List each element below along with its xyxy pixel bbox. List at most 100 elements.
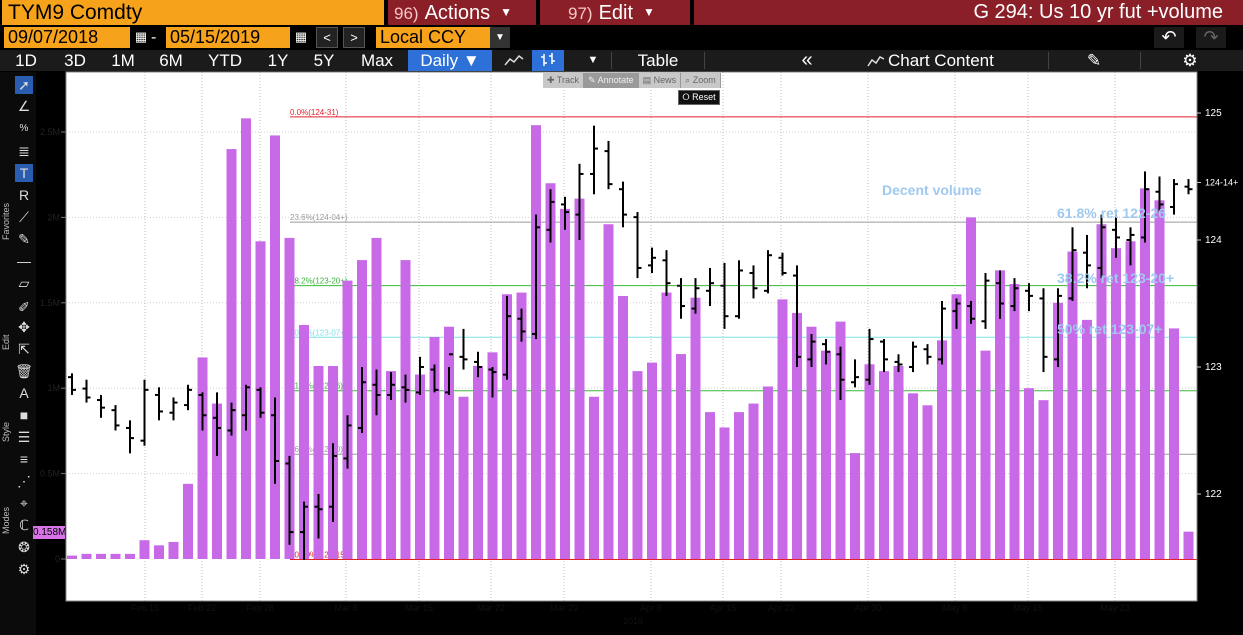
crosshair-icon[interactable]: ⌖ (20, 495, 28, 511)
right-axis-label: 124-14+ (1205, 177, 1238, 187)
volume-bar (1009, 284, 1020, 559)
settings-gear-icon[interactable]: ⚙ (1182, 51, 1198, 70)
volume-bar (473, 365, 483, 559)
x-tick-label: Mar 15 (405, 603, 433, 613)
chart-content-button[interactable]: Chart Content (888, 51, 994, 70)
period-ytd-button[interactable]: YTD (208, 51, 242, 70)
tool-settings-icon[interactable]: ⚙ (17, 561, 31, 577)
volume-bar (444, 326, 454, 559)
edit-pencil-icon[interactable]: ✎ (1086, 51, 1102, 70)
chart-annotation: Decent volume (882, 182, 982, 198)
period-1d-button[interactable]: 1D (15, 51, 37, 70)
zoom-mode-button[interactable]: ⌕ Zoom (681, 73, 721, 88)
line-style-icon[interactable]: ☰ (17, 429, 31, 445)
line-width-icon[interactable]: ≡ (19, 451, 29, 467)
fill-color-icon[interactable]: ■ (19, 407, 29, 423)
x-tick-label: May 15 (1013, 603, 1043, 613)
end-date-field[interactable]: 05/15/2019 (166, 27, 290, 48)
news-mode-button[interactable]: ▤ News (639, 73, 682, 88)
volume-bar (429, 336, 440, 559)
collapse-double-left-icon[interactable]: « (801, 49, 813, 71)
volume-bar (806, 326, 817, 559)
chevron-down-icon[interactable]: ▼ (490, 27, 510, 48)
reset-button[interactable]: ⭘ Reset (678, 90, 720, 105)
calendar-icon[interactable]: ▦ (294, 29, 308, 44)
pen-icon[interactable]: ✎ (18, 231, 30, 247)
select-icon[interactable]: ⇱ (18, 341, 30, 357)
horizontal-line-icon[interactable]: — (17, 253, 31, 269)
volume-bar (1183, 531, 1194, 559)
volume-bar (487, 352, 498, 559)
volume-bar (139, 540, 150, 559)
volume-bar (125, 553, 135, 559)
period-3d-button[interactable]: 3D (64, 51, 86, 70)
ruler-icon[interactable]: R (18, 187, 30, 203)
chevron-down-icon[interactable]: ▼ (587, 54, 599, 66)
lasso-icon[interactable]: ⋰ (17, 473, 31, 489)
last-volume-tag: 0.158M (33, 526, 67, 539)
actions-menu-button[interactable]: 96) Actions ▼ (388, 0, 536, 25)
edit-number: 97) (568, 4, 593, 23)
next-period-button[interactable]: > (343, 27, 365, 48)
redo-icon[interactable]: ↷ (1196, 27, 1226, 48)
annotate-mode-button[interactable]: ✎ Annotate (584, 73, 639, 88)
period-max-button[interactable]: Max (360, 51, 394, 70)
volume-bar (1038, 400, 1049, 559)
left-axis-label: 1M (47, 383, 60, 393)
left-axis-label: 1.5M (40, 298, 60, 308)
line-tool-icon[interactable]: ⟋ (19, 209, 29, 225)
volume-bar (241, 118, 251, 559)
edit-menu-button[interactable]: 97) Edit ▼ (540, 0, 690, 25)
color-palette-icon[interactable]: ❂ (18, 539, 30, 555)
volume-bar (226, 149, 237, 559)
currency-field[interactable]: Local CCY (376, 27, 490, 48)
cursor-icon[interactable]: ➚ (15, 76, 33, 94)
delete-icon[interactable]: 🗑 (15, 363, 33, 379)
date-range-bar: 09/07/2018 ▦ - 05/15/2019 ▦ < > Local CC… (0, 27, 1243, 49)
channel-icon[interactable]: ▱ (18, 275, 30, 291)
chevron-down-icon: ▼ (643, 5, 655, 19)
chart-content-icon[interactable] (862, 50, 890, 71)
volume-bar (937, 340, 947, 559)
volume-bar (545, 183, 556, 560)
chart-annotation: 50% ret 123-07+ (1057, 321, 1162, 337)
volume-bar (864, 364, 875, 559)
volume-bar (1125, 241, 1136, 559)
volume-bar (81, 553, 92, 559)
bar-chart-icon[interactable] (532, 50, 564, 71)
x-tick-label: Feb 28 (246, 603, 274, 613)
volume-bar (676, 354, 686, 559)
start-date-field[interactable]: 09/07/2018 (4, 27, 130, 48)
calendar-icon[interactable]: ▦ (134, 29, 148, 44)
track-mode-button[interactable]: ✚ Track (543, 73, 585, 88)
right-axis-label: 125 (1205, 108, 1222, 119)
x-tick-label: May 23 (1100, 603, 1130, 613)
table-button[interactable]: Table (637, 51, 679, 70)
period-1m-button[interactable]: 1M (111, 51, 135, 70)
x-tick-label: Mar 29 (550, 603, 578, 613)
undo-icon[interactable]: ↶ (1154, 27, 1184, 48)
period-1y-button[interactable]: 1Y (267, 51, 289, 70)
text-tool-icon[interactable]: T (15, 164, 33, 182)
x-tick-label: Mar 22 (477, 603, 505, 613)
security-ticker-field[interactable]: TYM9 Comdty (2, 0, 384, 25)
prev-period-button[interactable]: < (316, 27, 338, 48)
magnet-icon[interactable]: ℂ (19, 517, 29, 533)
frequency-dropdown[interactable]: Daily ▼ (408, 50, 492, 71)
volume-bar (183, 483, 193, 559)
volume-bar (313, 365, 324, 559)
period-6m-button[interactable]: 6M (159, 51, 183, 70)
volume-bar (777, 299, 788, 559)
move-icon[interactable]: ✥ (18, 319, 30, 335)
volume-bar (719, 427, 730, 559)
fibonacci-icon[interactable]: ≣ (18, 143, 30, 159)
trendline-icon[interactable]: ∠ (17, 98, 31, 114)
percent-icon[interactable]: % (19, 123, 29, 134)
draw-icon[interactable]: ✐ (18, 299, 30, 315)
period-5y-button[interactable]: 5Y (313, 51, 335, 70)
volume-bar (995, 270, 1005, 559)
left-axis-label: 0.5M (40, 469, 60, 479)
line-chart-icon[interactable] (500, 50, 528, 71)
font-icon[interactable]: A (19, 385, 29, 401)
